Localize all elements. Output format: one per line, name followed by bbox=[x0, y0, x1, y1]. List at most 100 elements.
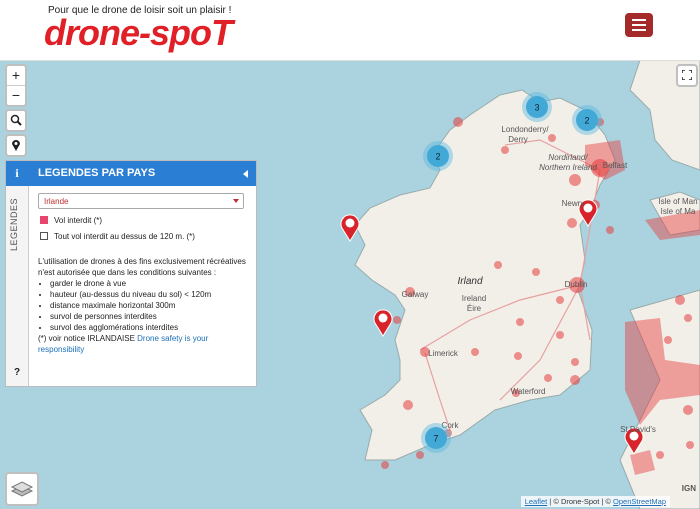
legend-title-text: LEGENDES PAR PAYS bbox=[38, 167, 156, 179]
zoom-control: + − bbox=[5, 64, 27, 107]
logo[interactable]: drone-spoT bbox=[44, 12, 233, 53]
cluster bbox=[427, 145, 449, 167]
map-label: Derry bbox=[508, 135, 528, 144]
restricted-dot bbox=[494, 261, 502, 269]
rule: distance maximale horizontal 300m bbox=[50, 300, 248, 311]
legend-title: LEGENDES PAR PAYS bbox=[28, 161, 256, 186]
map-label: Waterford bbox=[511, 387, 546, 396]
roads bbox=[419, 139, 601, 431]
help-button[interactable]: ? bbox=[13, 367, 21, 378]
cluster-count[interactable]: 7 bbox=[433, 434, 438, 444]
restricted-dot bbox=[656, 451, 664, 459]
side-tab-label[interactable]: LEGENDES bbox=[9, 197, 19, 251]
legend-item: Vol interdit (*) bbox=[40, 216, 102, 225]
map-label: Northern Ireland bbox=[539, 163, 597, 172]
restricted-dot bbox=[556, 296, 564, 304]
legend-panel: i LEGENDES ? LEGENDES PAR PAYS Irlande V… bbox=[5, 160, 257, 387]
header: Pour que le drone de loisir soit un plai… bbox=[0, 0, 700, 61]
map-label: Newry bbox=[562, 199, 585, 208]
country-value: Irlande bbox=[44, 197, 69, 206]
locate-button[interactable] bbox=[5, 134, 27, 157]
rule: survol des agglomérations interdites bbox=[50, 322, 248, 333]
ign-logo: IGN bbox=[681, 484, 696, 493]
map-label: Éire bbox=[467, 304, 482, 313]
collapse-arrow[interactable] bbox=[243, 170, 248, 178]
restricted-dot bbox=[453, 117, 463, 127]
zoom-in[interactable]: + bbox=[7, 66, 25, 86]
legend-item-text: Vol interdit (*) bbox=[54, 216, 103, 225]
rule: hauteur (au-dessus du niveau du sol) < 1… bbox=[50, 289, 248, 300]
restricted-dot bbox=[501, 146, 509, 154]
map-label: Cork bbox=[442, 421, 460, 430]
wales-land bbox=[619, 289, 700, 509]
restricted-dot bbox=[420, 347, 430, 357]
drone-spot-pin bbox=[373, 309, 393, 337]
restricted-dot bbox=[570, 375, 580, 385]
country-select[interactable]: Irlande bbox=[38, 193, 244, 209]
drone-spot-pin bbox=[578, 199, 598, 227]
cluster bbox=[576, 109, 598, 131]
drone-spot-pin-center bbox=[629, 431, 639, 441]
restricted-dot bbox=[571, 358, 579, 366]
drone-spot-pin-center bbox=[345, 218, 355, 228]
leaflet-link[interactable]: Leaflet bbox=[524, 497, 548, 506]
legend-tab: i LEGENDES ? bbox=[6, 161, 29, 386]
rules: garder le drone à vue hauteur (au-dessus… bbox=[38, 278, 248, 333]
cluster-count[interactable]: 3 bbox=[534, 103, 539, 113]
restricted-dot bbox=[512, 389, 520, 397]
drone-spot-pin-center bbox=[583, 203, 593, 213]
fullscreen-button[interactable] bbox=[676, 64, 698, 87]
isle-of-man-land bbox=[649, 191, 700, 236]
restricted-dot bbox=[683, 405, 693, 415]
restricted-dot bbox=[405, 287, 415, 297]
map-label: Isle of Man bbox=[658, 197, 697, 206]
restricted-dot bbox=[516, 318, 524, 326]
zoom-out[interactable]: − bbox=[11, 87, 21, 103]
ireland-land bbox=[354, 89, 616, 461]
attribution: Leaflet | © Drone-Spot | © OpenStreetMap bbox=[520, 496, 670, 507]
notice-line: (*) voir notice IRLANDAISE Drone safety … bbox=[38, 333, 248, 355]
restricted-dot bbox=[548, 134, 556, 142]
cluster-count[interactable]: 2 bbox=[435, 152, 440, 162]
cluster-count[interactable]: 2 bbox=[584, 116, 589, 126]
drone-spot-pin bbox=[624, 427, 644, 455]
forbidden-zones bbox=[585, 140, 700, 475]
notice: (*) voir notice IRLANDAISE bbox=[38, 334, 135, 343]
restricted-dot bbox=[664, 336, 672, 344]
safety-link[interactable]: Drone safety is your responsibility bbox=[38, 334, 209, 354]
restricted-dot bbox=[532, 268, 540, 276]
cluster bbox=[526, 96, 548, 118]
layers-button[interactable] bbox=[5, 472, 39, 506]
restricted-dot bbox=[567, 218, 577, 228]
intro: L'utilisation de drones à des fins exclu… bbox=[38, 257, 246, 277]
rule: garder le drone à vue bbox=[50, 278, 248, 289]
map[interactable]: Londonderry/ Derry Nordirland/ Northern … bbox=[0, 60, 700, 509]
restricted-dot bbox=[416, 451, 424, 459]
map-label: Belfast bbox=[603, 161, 628, 170]
map-label: Limerick bbox=[428, 349, 459, 358]
search-button[interactable] bbox=[5, 109, 27, 132]
restricted-dot bbox=[684, 314, 692, 322]
map-label: Irland bbox=[457, 276, 482, 287]
restricted-dot bbox=[403, 400, 413, 410]
restricted-dot bbox=[556, 331, 564, 339]
osm-link[interactable]: OpenStreetMap bbox=[613, 497, 666, 506]
dronespot-credit: © Drone-Spot bbox=[553, 497, 600, 506]
info-button[interactable]: i bbox=[6, 161, 28, 186]
legend-text: L'utilisation de drones à des fins exclu… bbox=[38, 256, 248, 355]
restricted-dot bbox=[569, 277, 585, 293]
scotland-land bbox=[629, 60, 700, 171]
restricted-dot bbox=[686, 441, 694, 449]
map-label: Isle of Ma bbox=[661, 207, 696, 216]
restricted-dot bbox=[393, 316, 401, 324]
restricted-dot bbox=[569, 174, 581, 186]
legend-item-text: Tout vol interdit au dessus de 120 m. (*… bbox=[54, 232, 195, 241]
map-label: Nordirland/ bbox=[548, 153, 588, 162]
restricted-dot bbox=[606, 226, 614, 234]
map-label: Galway bbox=[402, 290, 429, 299]
restricted-dot bbox=[381, 461, 389, 469]
rule: survol de personnes interdites bbox=[50, 311, 248, 322]
menu-button[interactable] bbox=[625, 13, 653, 37]
tagline: Pour que le drone de loisir soit un plai… bbox=[48, 5, 232, 16]
